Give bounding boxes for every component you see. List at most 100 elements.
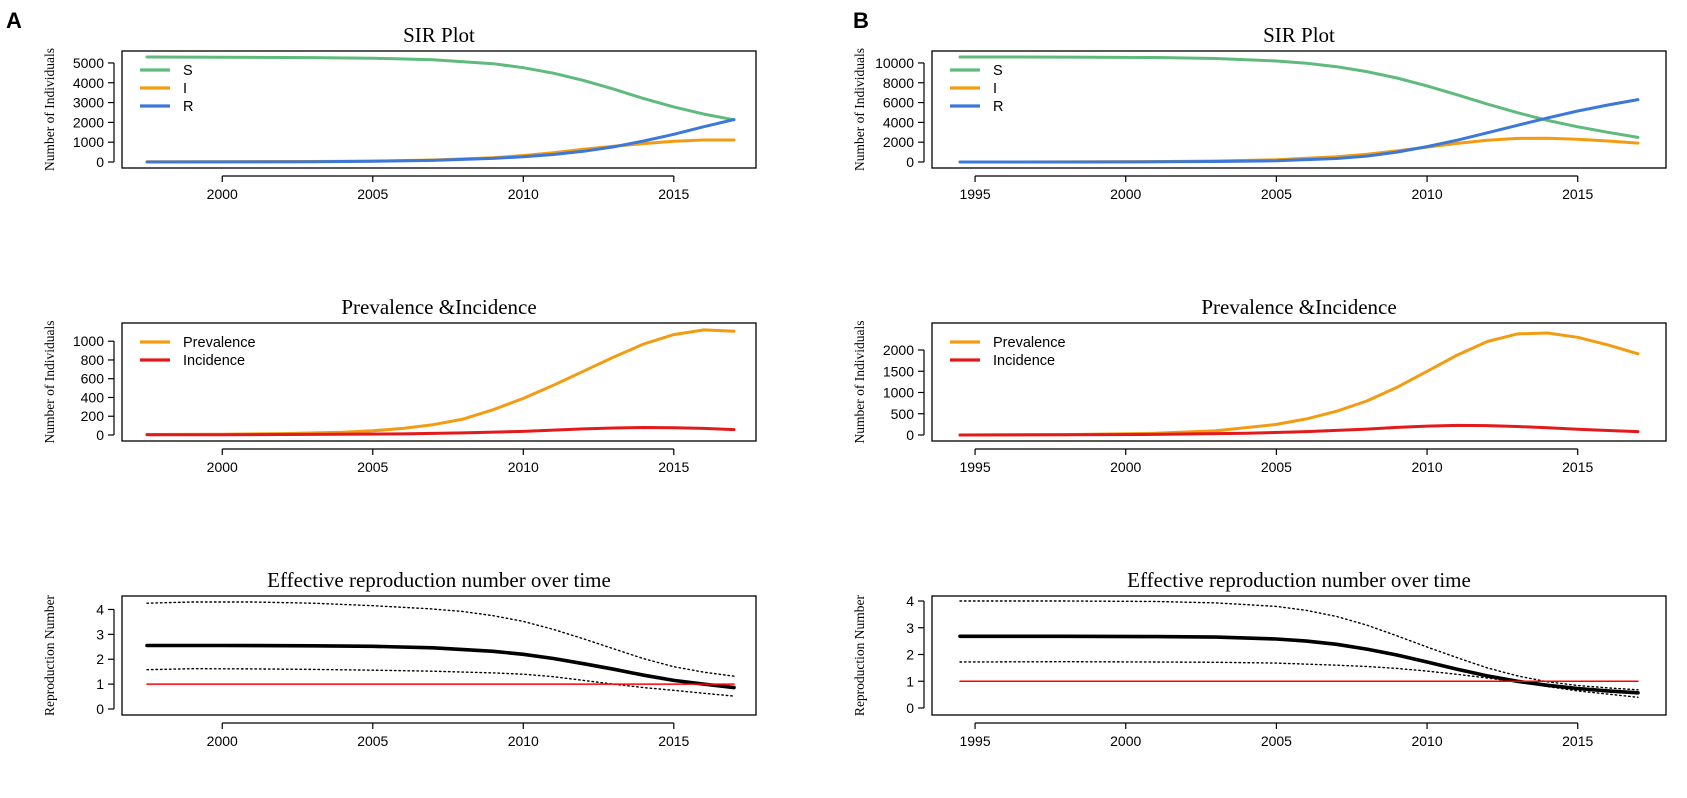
y-tick-label: 0	[96, 154, 104, 170]
series-line-s	[145, 55, 736, 122]
y-tick-label: 800	[81, 352, 105, 368]
legend-label: S	[183, 63, 193, 79]
x-tick-label: 2005	[1261, 733, 1292, 749]
plot-frame	[931, 595, 1667, 716]
y-tick-label: 0	[906, 700, 914, 716]
y-tick-label: 2000	[883, 134, 914, 150]
plot-title: SIR Plot	[403, 23, 475, 47]
x-tick-label: 2000	[207, 459, 238, 475]
x-tick-label: 1995	[959, 186, 990, 202]
legend-label: S	[993, 63, 1003, 79]
series-line-upper-bound	[959, 600, 1639, 691]
y-tick-label: 6000	[883, 95, 914, 111]
series-line-r	[145, 118, 736, 164]
x-tick-label: 2000	[207, 186, 238, 202]
legend-label: R	[993, 99, 1003, 115]
legend-label: Prevalence	[183, 335, 256, 351]
y-tick-label: 500	[891, 406, 915, 422]
y-tick-label: 0	[96, 701, 104, 717]
x-tick-label: 2005	[1261, 459, 1292, 475]
x-tick-label: 2015	[658, 733, 689, 749]
y-axis-label: Number of Individuals	[42, 48, 57, 171]
plot-b-r: Effective reproduction number over time R…	[852, 568, 1667, 749]
x-tick-label: 2015	[658, 186, 689, 202]
x-tick-label: 2015	[1562, 733, 1593, 749]
plot-b-prev: Prevalence &Incidence Number of Individua…	[852, 295, 1667, 475]
y-tick-label: 1000	[73, 134, 104, 150]
plot-frame	[121, 595, 757, 716]
x-tick-label: 2000	[1110, 733, 1141, 749]
panel-label-a: A	[6, 8, 22, 33]
x-tick-label: 2000	[1110, 459, 1141, 475]
y-tick-label: 8000	[883, 75, 914, 91]
y-tick-label: 2	[906, 647, 914, 663]
series-line-incidence	[958, 423, 1640, 437]
plot-title: Effective reproduction number over time	[267, 568, 611, 592]
y-tick-label: 2	[96, 651, 104, 667]
y-tick-label: 0	[906, 154, 914, 170]
y-tick-label: 600	[81, 371, 105, 387]
y-axis-label: Reproduction Number	[42, 594, 57, 716]
plot-a-prev: Prevalence &Incidence Number of Individua…	[42, 295, 757, 475]
y-tick-label: 200	[81, 408, 105, 424]
series-line-lower-bound	[959, 661, 1639, 698]
x-tick-label: 2015	[1562, 459, 1593, 475]
panel-label-b: B	[853, 8, 869, 33]
plot-title: Prevalence &Incidence	[341, 295, 536, 319]
legend-label: Prevalence	[993, 335, 1066, 351]
y-tick-label: 4000	[883, 114, 914, 130]
plot-a-sir: SIR Plot Number of Individuals 2000 2005 201…	[42, 23, 757, 202]
series-line-upper-bound	[146, 601, 735, 677]
y-tick-label: 4	[906, 593, 914, 609]
plot-frame	[931, 50, 1667, 169]
series-line-i	[958, 136, 1640, 164]
plot-frame	[931, 322, 1667, 442]
y-tick-label: 3	[906, 620, 914, 636]
series-line-incidence	[145, 426, 736, 437]
series-line-prevalence	[145, 328, 736, 436]
plot-title: Prevalence &Incidence	[1201, 295, 1396, 319]
plot-b-sir: SIR Plot Number of Individuals 1995 2000 200…	[852, 23, 1667, 202]
y-axis-label: Reproduction Number	[852, 594, 867, 716]
series-line-r-estimate	[145, 643, 736, 690]
y-axis-label: Number of Individuals	[852, 321, 867, 444]
y-tick-label: 2000	[73, 114, 104, 130]
y-tick-label: 4000	[73, 75, 104, 91]
y-tick-label: 4	[96, 601, 104, 617]
series-line-r	[958, 98, 1640, 164]
legend-label: Incidence	[993, 353, 1055, 369]
y-axis-label: Number of Individuals	[42, 321, 57, 444]
plot-frame	[121, 50, 757, 169]
legend-label: R	[183, 99, 193, 115]
legend-label: I	[183, 81, 187, 97]
series-line-s	[958, 55, 1640, 139]
plot-title: Effective reproduction number over time	[1127, 568, 1471, 592]
x-tick-label: 2010	[508, 459, 539, 475]
y-tick-label: 400	[81, 389, 105, 405]
legend-label: Incidence	[183, 353, 245, 369]
series-line-prevalence	[958, 331, 1640, 437]
y-tick-label: 3000	[73, 95, 104, 111]
y-tick-label: 10000	[875, 55, 914, 71]
x-tick-label: 2005	[357, 733, 388, 749]
y-tick-label: 1	[906, 673, 914, 689]
y-tick-label: 0	[96, 427, 104, 443]
plot-a-r: Effective reproduction number over time R…	[42, 568, 757, 749]
x-tick-label: 2005	[1261, 186, 1292, 202]
series-line-lower-bound	[146, 668, 735, 697]
x-tick-label: 2005	[357, 459, 388, 475]
legend-label: I	[993, 81, 997, 97]
x-tick-label: 2010	[1411, 186, 1442, 202]
y-tick-label: 1000	[883, 385, 914, 401]
y-tick-label: 1	[96, 676, 104, 692]
x-tick-label: 1995	[959, 459, 990, 475]
y-tick-label: 1000	[73, 333, 104, 349]
y-tick-label: 2000	[883, 342, 914, 358]
x-tick-label: 2010	[508, 186, 539, 202]
plot-frame	[121, 322, 757, 442]
x-tick-label: 2015	[658, 459, 689, 475]
x-tick-label: 2010	[1411, 459, 1442, 475]
y-tick-label: 1500	[883, 363, 914, 379]
x-tick-label: 2010	[508, 733, 539, 749]
